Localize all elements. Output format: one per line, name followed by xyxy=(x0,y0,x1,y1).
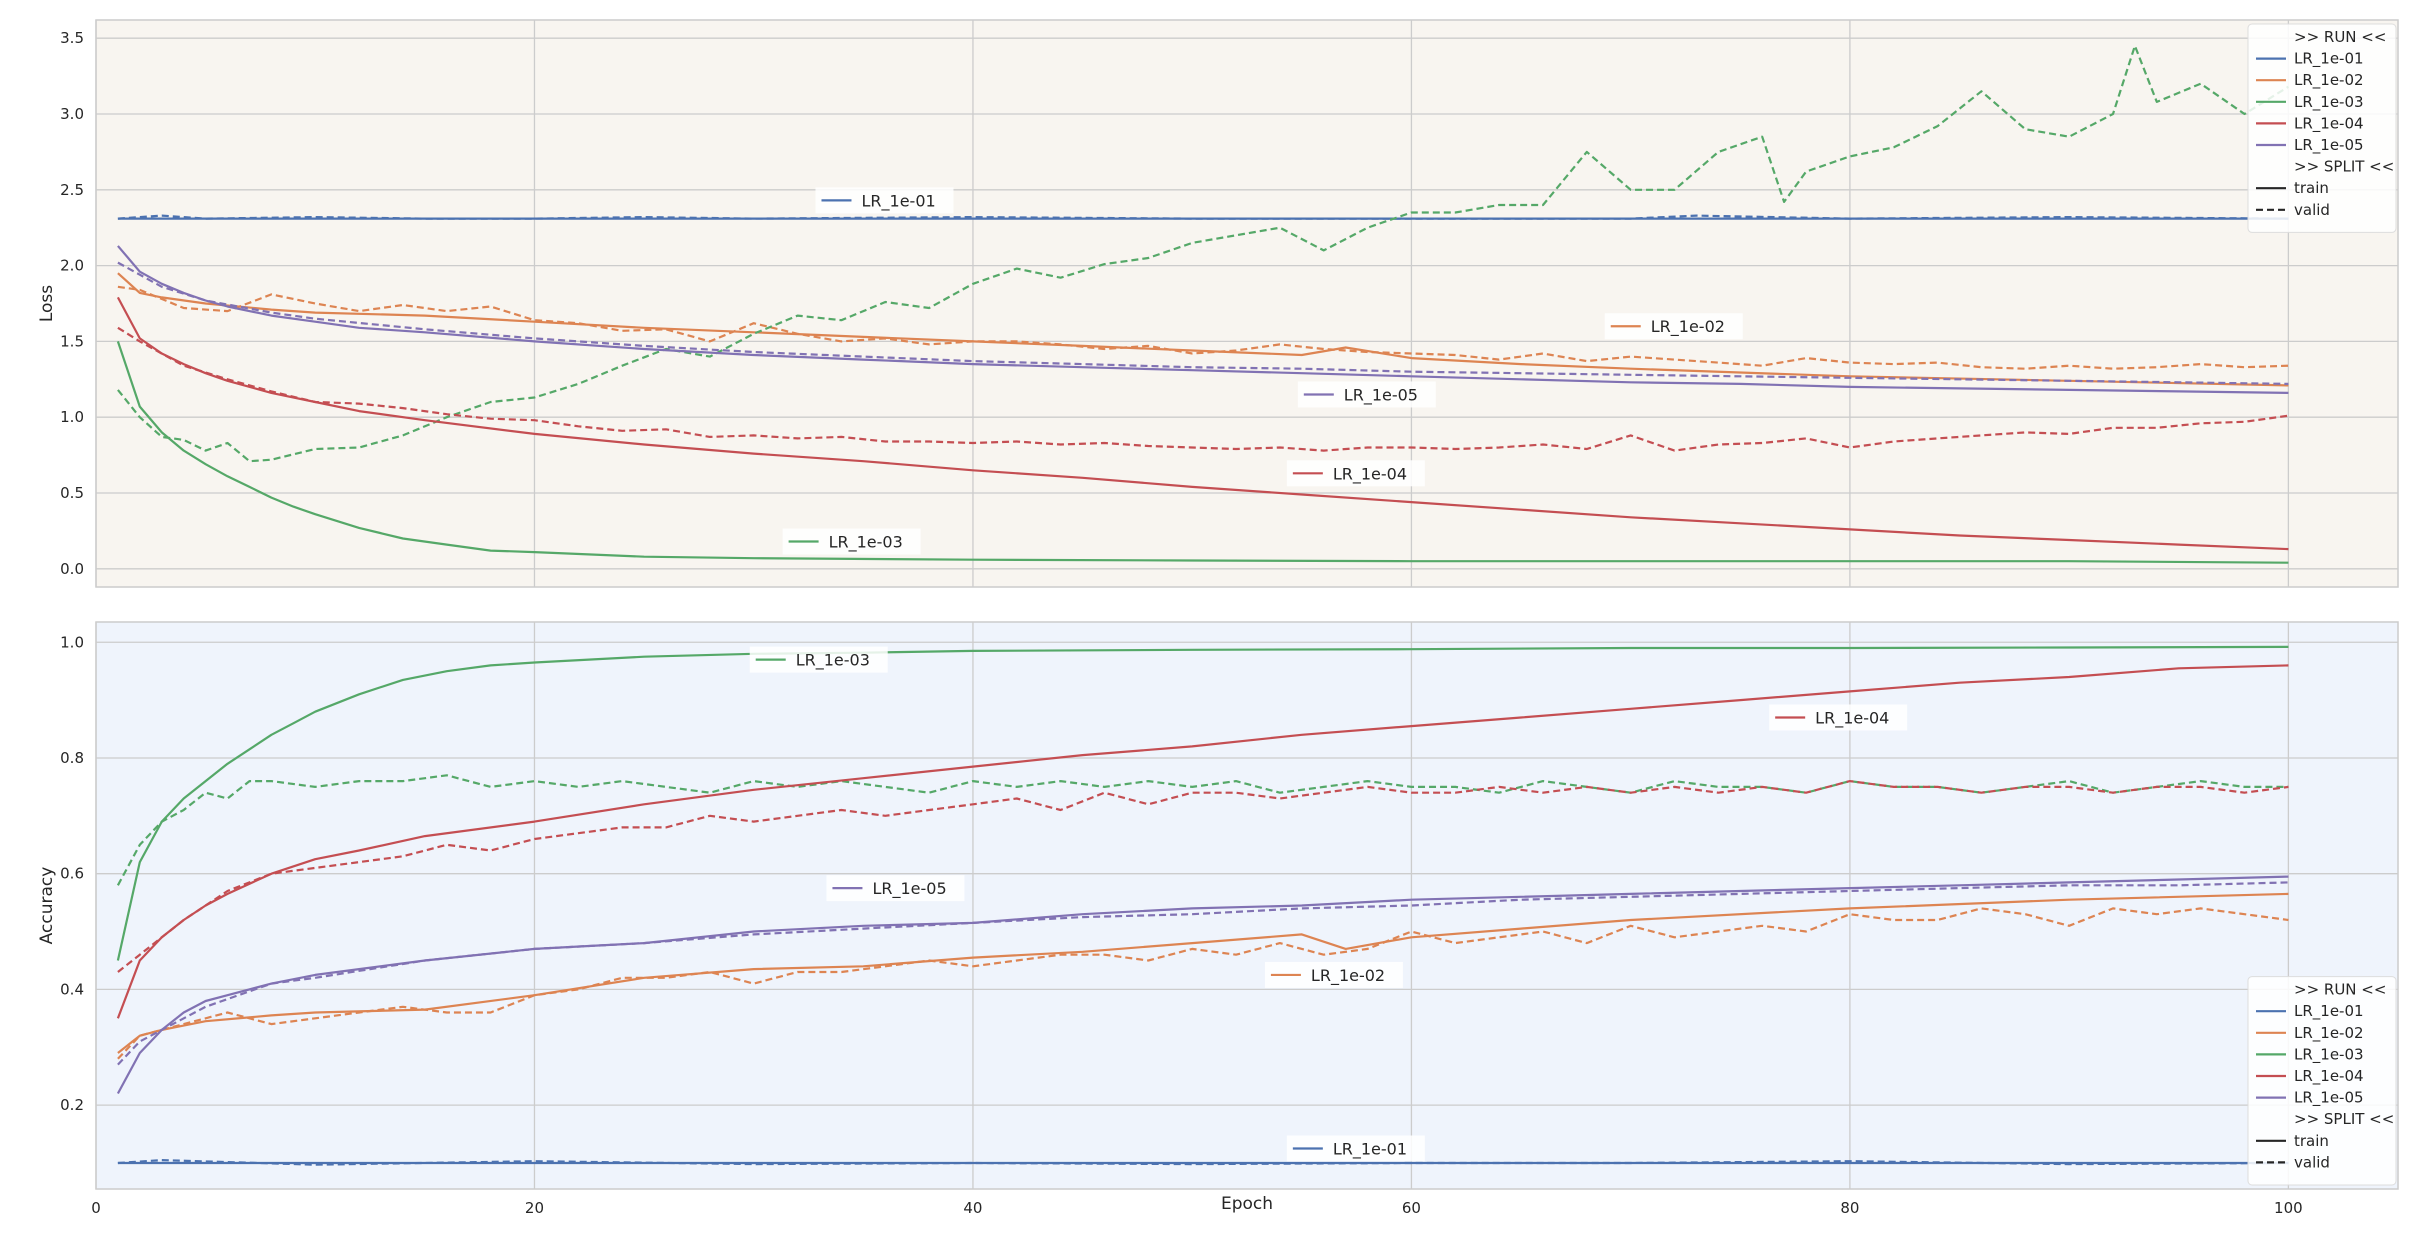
series-annotation-label: LR_1e-01 xyxy=(861,191,935,211)
x-tick-label: 40 xyxy=(963,1199,982,1217)
y-tick-label: 0.5 xyxy=(60,484,84,502)
legend-entry-LR_1e-04: LR_1e-04 xyxy=(2294,1067,2364,1086)
series-annotation-label: LR_1e-04 xyxy=(1815,708,1889,728)
plot-area-background xyxy=(96,622,2398,1189)
legend-entry-valid: valid xyxy=(2294,201,2330,219)
series-line-LR_1e-05-valid xyxy=(117,881,2289,1066)
x-axis-title: Epoch xyxy=(1221,1194,1273,1214)
series-annotation-label: LR_1e-02 xyxy=(1311,966,1385,986)
legend-entry-LR_1e-03: LR_1e-03 xyxy=(2294,93,2364,112)
legend-entry-LR_1e-01: LR_1e-01 xyxy=(2294,50,2364,69)
plot-frame xyxy=(95,621,2399,1190)
plot-area-background xyxy=(96,20,2398,587)
legend-entry-LR_1e-05: LR_1e-05 xyxy=(2294,136,2364,155)
legend: >> RUN << LR_1e-01 LR_1e-02 LR_1e-03 LR_1e-0… xyxy=(2247,23,2397,233)
y-axis-title: Loss xyxy=(37,285,57,322)
legend-entry-LR_1e-03: LR_1e-03 xyxy=(2294,1045,2364,1064)
series-annotation-label: LR_1e-03 xyxy=(829,533,903,553)
x-tick-label: 60 xyxy=(1402,1199,1421,1217)
y-tick-label: 0.6 xyxy=(60,865,84,883)
series-line-LR_1e-01-valid xyxy=(117,1158,2289,1166)
y-tick-label: 1.5 xyxy=(60,332,84,350)
series-line-LR_1e-05-valid xyxy=(117,261,2289,385)
series-annotation-label: LR_1e-03 xyxy=(796,651,870,671)
y-tick-label: 0.4 xyxy=(60,980,84,998)
series-line-LR_1e-04-valid xyxy=(117,779,2289,973)
y-tick-label: 2.0 xyxy=(60,257,84,275)
legend-box xyxy=(2247,23,2397,233)
series-annotation-label: LR_1e-02 xyxy=(1651,317,1725,337)
series-line-LR_1e-03-valid xyxy=(117,44,2289,463)
legend-box xyxy=(2247,976,2397,1186)
plot-frame xyxy=(95,19,2399,588)
series-annotation-label: LR_1e-05 xyxy=(1344,385,1418,405)
legend-entry-LR_1e-02: LR_1e-02 xyxy=(2294,1024,2364,1043)
x-tick-label: 20 xyxy=(525,1199,544,1217)
series-line-LR_1e-03-valid xyxy=(116,774,2289,886)
legend-entry-train: train xyxy=(2294,1132,2329,1150)
legend-entry-LR_1e-05: LR_1e-05 xyxy=(2294,1089,2364,1108)
series-line-LR_1e-01-valid xyxy=(117,214,2289,220)
y-tick-label: 1.0 xyxy=(60,633,84,651)
legend-entry-LR_1e-02: LR_1e-02 xyxy=(2294,71,2364,90)
legend: >> RUN << LR_1e-01 LR_1e-02 LR_1e-03 LR_1e-0… xyxy=(2247,976,2397,1186)
y-tick-label: 2.5 xyxy=(60,181,84,199)
chart-panel-0: 0.0 0.5 1.0 1.5 2.0 2.5 3.0 3.5 Loss LR_1e-01 LR_1… xyxy=(37,19,2399,588)
x-tick-label: 100 xyxy=(2274,1199,2303,1217)
series-annotation-label: LR_1e-01 xyxy=(1333,1140,1407,1160)
series-line-LR_1e-02-valid xyxy=(117,285,2289,370)
series-line-LR_1e-04-train xyxy=(116,664,2289,1019)
series-line-LR_1e-03-train xyxy=(116,645,2289,961)
series-line-LR_1e-04-valid xyxy=(117,326,2289,452)
x-tick-label: 80 xyxy=(1840,1199,1859,1217)
y-tick-label: 0.8 xyxy=(60,749,84,767)
series-line-LR_1e-03-train xyxy=(116,341,2289,564)
series-line-LR_1e-05-train xyxy=(116,875,2289,1095)
y-tick-label: 3.5 xyxy=(60,29,84,47)
y-tick-label: 3.0 xyxy=(60,105,84,123)
legend-header: >> RUN << xyxy=(2294,981,2386,999)
series-annotation-label: LR_1e-04 xyxy=(1333,464,1407,484)
legend-header: >> RUN << xyxy=(2294,28,2386,46)
y-tick-label: 1.0 xyxy=(60,408,84,426)
y-axis-title: Accuracy xyxy=(37,867,57,945)
legend-entry-LR_1e-01: LR_1e-01 xyxy=(2294,1002,2364,1021)
y-tick-label: 0.2 xyxy=(60,1096,84,1114)
legend-entry-train: train xyxy=(2294,179,2329,197)
x-tick-label: 0 xyxy=(91,1199,101,1217)
series-annotation-label: LR_1e-05 xyxy=(872,879,946,899)
chart-panel-1: 0.2 0.4 0.6 0.8 1.0 0 20 40 60 80 100 Accuracy Epoch… xyxy=(37,621,2399,1217)
legend-header: >> SPLIT << xyxy=(2294,1110,2394,1128)
legend-entry-LR_1e-04: LR_1e-04 xyxy=(2294,114,2364,133)
legend-header: >> SPLIT << xyxy=(2294,158,2394,176)
y-tick-label: 0.0 xyxy=(60,560,84,578)
legend-entry-valid: valid xyxy=(2294,1153,2330,1171)
series-line-LR_1e-02-valid xyxy=(117,907,2289,1060)
series-line-LR_1e-04-train xyxy=(116,296,2289,551)
